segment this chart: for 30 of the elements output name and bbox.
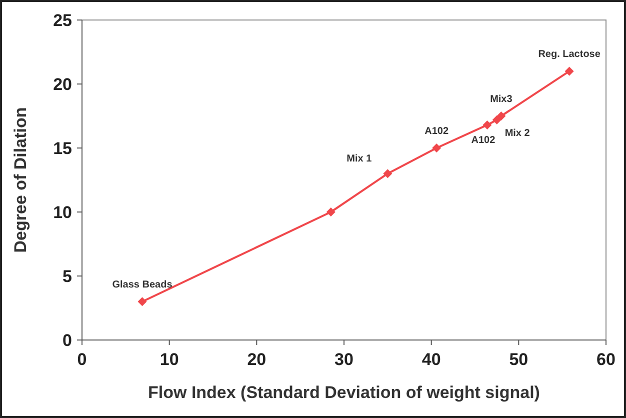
y-tick-label: 0 — [62, 330, 72, 350]
x-axis-title: Flow Index (Standard Deviation of weight signal) — [148, 383, 540, 402]
point — [496, 112, 506, 120]
annotation: Mix 2 — [504, 128, 530, 139]
y-tick-label: 15 — [53, 138, 72, 158]
x-tick-label: 50 — [509, 350, 528, 369]
y-tick-label: 10 — [53, 202, 72, 222]
annotation: Mix3 — [490, 94, 513, 105]
point — [383, 169, 392, 178]
y-tick-label: 5 — [62, 266, 72, 286]
y-tick-label: 25 — [53, 10, 72, 30]
x-tick-label: 40 — [422, 350, 441, 369]
annotation: Mix 1 — [346, 154, 372, 165]
annotation: A102 — [424, 126, 449, 137]
x-tick-label: 0 — [77, 350, 87, 369]
point — [482, 120, 492, 130]
annotation: A102 — [471, 134, 496, 146]
x-tick-label: 60 — [596, 350, 616, 369]
annotation: Glass Beads — [112, 280, 173, 291]
point — [564, 66, 574, 76]
y-tick-label: 20 — [53, 74, 72, 94]
x-tick-label: 20 — [247, 350, 266, 369]
x-tick-label: 10 — [160, 350, 179, 369]
y-axis-title: Degree of Dilation — [11, 107, 30, 253]
x-tick-label: 30 — [334, 350, 354, 369]
point — [432, 144, 442, 152]
annotation: Reg. Lactose — [538, 49, 601, 60]
point — [326, 208, 336, 216]
point — [138, 297, 147, 306]
point — [492, 115, 502, 124]
